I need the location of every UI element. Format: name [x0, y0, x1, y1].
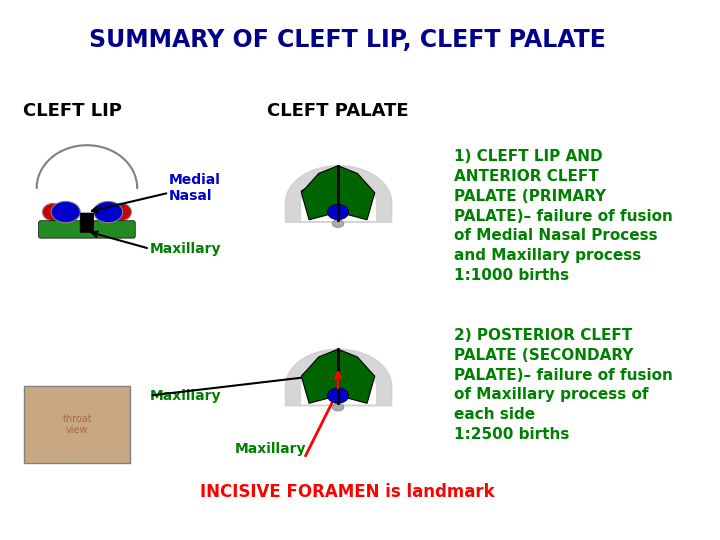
Text: throat
view: throat view [63, 414, 92, 435]
Polygon shape [302, 349, 374, 403]
FancyBboxPatch shape [39, 221, 135, 238]
Ellipse shape [42, 204, 64, 221]
Ellipse shape [332, 403, 344, 411]
Text: Maxillary: Maxillary [150, 389, 221, 402]
Polygon shape [302, 166, 374, 220]
Ellipse shape [332, 220, 344, 227]
Ellipse shape [110, 204, 131, 221]
Ellipse shape [328, 388, 348, 403]
Text: 1) CLEFT LIP AND
ANTERIOR CLEFT
PALATE (PRIMARY
PALATE)– failure of fusion
of Me: 1) CLEFT LIP AND ANTERIOR CLEFT PALATE (… [454, 149, 672, 283]
Ellipse shape [328, 204, 348, 220]
Text: SUMMARY OF CLEFT LIP, CLEFT PALATE: SUMMARY OF CLEFT LIP, CLEFT PALATE [89, 28, 606, 52]
FancyBboxPatch shape [80, 213, 94, 232]
Text: Medial
Nasal: Medial Nasal [169, 173, 221, 203]
Text: CLEFT LIP: CLEFT LIP [23, 102, 122, 120]
Ellipse shape [94, 201, 122, 222]
Text: CLEFT PALATE: CLEFT PALATE [267, 102, 409, 120]
Text: INCISIVE FORAMEN is landmark: INCISIVE FORAMEN is landmark [200, 483, 495, 501]
Text: Maxillary: Maxillary [235, 442, 306, 456]
FancyBboxPatch shape [24, 386, 130, 463]
Ellipse shape [51, 201, 80, 222]
Text: Maxillary: Maxillary [150, 242, 221, 256]
Text: 2) POSTERIOR CLEFT
PALATE (SECONDARY
PALATE)– failure of fusion
of Maxillary pro: 2) POSTERIOR CLEFT PALATE (SECONDARY PAL… [454, 328, 672, 442]
